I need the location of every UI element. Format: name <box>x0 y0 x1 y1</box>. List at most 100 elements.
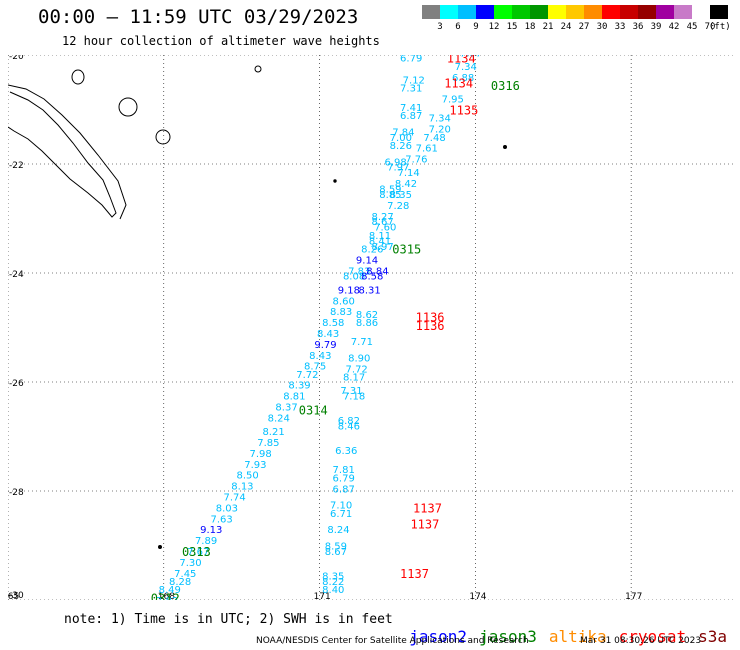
wave-height-value: 8.83 <box>330 307 352 318</box>
wave-height-value: 8.26 <box>390 141 412 152</box>
wave-height-value: 7.18 <box>343 392 365 403</box>
legend-swatch <box>512 5 530 19</box>
wave-height-value: 8.11 <box>369 231 391 242</box>
latitude-tick-label: -24 <box>9 270 24 280</box>
wave-height-value: 6.71 <box>330 509 352 520</box>
wave-height-value: 7.67 <box>187 547 209 558</box>
wave-height-value: 8.59 <box>325 542 347 553</box>
wave-height-value: 7.74 <box>224 492 246 503</box>
wave-height-value: 7.30 <box>179 558 201 569</box>
wave-height-value: 7.31 <box>400 84 422 95</box>
wave-height-value: 7.63 <box>211 514 233 525</box>
satellite-legend: jason2 jason3 altika cryosat s3a <box>390 608 739 646</box>
wave-height-value: 7.76 <box>405 155 427 166</box>
loyalty-islands-ouvea <box>71 69 85 85</box>
legend-tick: 27 <box>578 22 590 32</box>
wave-height-value: 8.35 <box>322 571 344 582</box>
wave-height-value: 7.00 <box>390 133 412 144</box>
wave-height-value: 8.24 <box>327 525 349 536</box>
wave-height-value: 8.43 <box>317 329 339 340</box>
wave-height-value: 7.10 <box>330 501 352 512</box>
legend-altika: altika <box>548 627 607 646</box>
longitude-tick-label: 177 <box>625 592 642 600</box>
pass-time-label: 0315 <box>392 242 421 256</box>
legend-tick: 24 <box>560 22 572 32</box>
wave-height-value: 7.41 <box>400 103 422 114</box>
pass-time-label: 1137 <box>410 518 439 532</box>
wave-height-value: 8.39 <box>288 381 310 392</box>
pass-time-label: 1136 <box>416 319 445 333</box>
legend-tick: 39 <box>650 22 662 32</box>
pass-time-label: 0316 <box>491 79 520 93</box>
legend-tick: 30 <box>596 22 608 32</box>
latitude-tick-label: -30 <box>9 591 24 600</box>
wave-height-value: 7.98 <box>249 449 271 460</box>
wave-height-value: 8.97 <box>372 242 394 253</box>
wave-height-value: 8.58 <box>361 272 383 283</box>
wave-height-value: 8.62 <box>356 310 378 321</box>
new-caledonia-coastline <box>8 91 117 218</box>
pass-time-label: 0313 <box>182 545 211 559</box>
land-masses <box>8 65 507 549</box>
legend-tick: 21 <box>542 22 554 32</box>
wave-height-value: 7.14 <box>397 168 419 179</box>
legend-swatch <box>476 5 494 19</box>
wave-height-observations: 7.076.797.346.887.127.317.957.416.877.34… <box>156 55 482 600</box>
wave-height-value: 8.17 <box>343 373 365 384</box>
matthew-island <box>254 65 262 73</box>
wave-height-value: 8.43 <box>309 351 331 362</box>
wave-height-value: 7.45 <box>174 569 196 580</box>
wave-height-value: 7.48 <box>423 133 445 144</box>
legend-s3a: s3a <box>698 627 727 646</box>
pass-time-label: 1134 <box>447 55 476 66</box>
wave-height-value: 8.86 <box>356 318 378 329</box>
wave-height-value: 7.12 <box>403 76 425 87</box>
pass-time-label: 1136 <box>416 311 445 325</box>
new-caledonia-outer-reef <box>8 84 127 220</box>
longitude-tick-label: 171 <box>314 592 331 600</box>
legend-swatch <box>530 5 548 19</box>
latitude-tick-label: -22 <box>9 161 24 171</box>
lat-lon-grid <box>8 55 735 600</box>
wave-height-value: 7.20 <box>429 125 451 136</box>
legend-tick: 70 <box>704 22 716 32</box>
wave-height-value: 7.81 <box>333 465 355 476</box>
legend-tick: 42 <box>668 22 680 32</box>
legend-tick: 12 <box>488 22 500 32</box>
wave-height-value: 7.34 <box>455 62 477 73</box>
axis-tick-labels: 165 168 171 174 177 -20 -22 -24 -26 -28 -30 <box>8 55 642 600</box>
legend-swatch <box>494 5 512 19</box>
legend-swatch <box>674 5 692 19</box>
wave-height-value: 8.08 <box>343 272 365 283</box>
legend-swatch <box>638 5 656 19</box>
wave-height-map: 165 168 171 174 177 -20 -22 -24 -26 -28 -30 7.07 6.… <box>8 55 735 600</box>
wave-height-value: 8.24 <box>268 413 290 424</box>
wave-height-value: 9.18 <box>338 285 360 296</box>
credit-text: NOAA/NESDIS Center for Satellite Applica… <box>256 636 529 646</box>
map-subtitle: 12 hour collection of altimeter wave hei… <box>62 34 380 48</box>
longitude-tick-label: 165 <box>8 592 19 600</box>
wave-height-value: 7.95 <box>442 95 464 106</box>
wave-height-value: 8.31 <box>359 285 381 296</box>
generation-timestamp: Mar 31 08:30:26 UTC 2023 <box>580 636 702 646</box>
pass-time-label: 1135 <box>449 104 478 118</box>
norfolk-island <box>158 545 162 549</box>
legend-swatch <box>620 5 638 19</box>
wave-height-value: 8.22 <box>322 577 344 588</box>
pass-time-label: 1134 <box>444 76 473 90</box>
legend-swatch <box>566 5 584 19</box>
loyalty-islands-mare <box>155 129 171 145</box>
wave-height-value: 7.71 <box>351 337 373 348</box>
latitude-tick-label: -28 <box>9 488 24 498</box>
wave-height-value: 6.98 <box>384 157 406 168</box>
latitude-tick-label: -20 <box>9 55 24 62</box>
wave-height-value: 8.40 <box>322 585 344 596</box>
legend-swatch <box>692 5 710 19</box>
wave-height-value: 7.72 <box>296 370 318 381</box>
legend-swatch <box>710 5 728 19</box>
wave-height-value: 7.83 <box>348 266 370 277</box>
pass-time-label: 1137 <box>413 501 442 515</box>
wave-height-value: 8.67 <box>372 217 394 228</box>
legend-swatch <box>602 5 620 19</box>
